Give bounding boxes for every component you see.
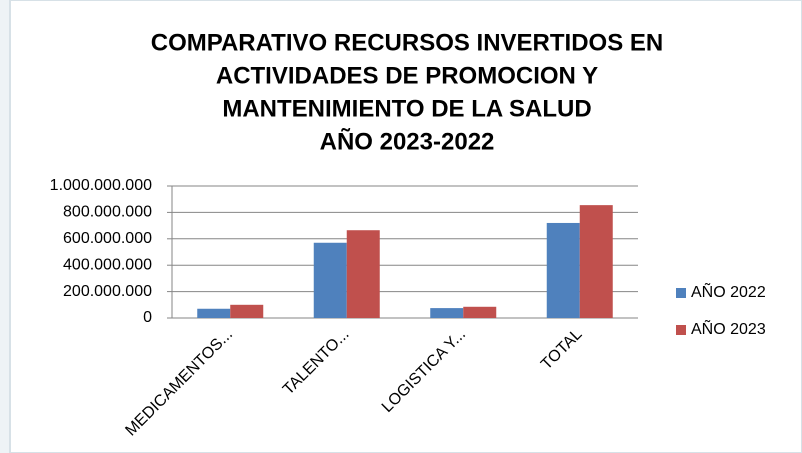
chart-title: COMPARATIVO RECURSOS INVERTIDOS EN — [151, 29, 663, 56]
legend-label: AÑO 2023 — [691, 318, 766, 338]
y-tick-label: 1.000.000.000 — [50, 177, 152, 194]
y-tick-label: 0 — [143, 309, 152, 326]
bar — [197, 308, 231, 318]
chart-frame — [9, 0, 802, 453]
y-tick-label: 400.000.000 — [63, 256, 152, 273]
bar — [230, 304, 264, 318]
chart-title: AÑO 2023-2022 — [320, 127, 495, 155]
bar — [579, 205, 613, 318]
chart-title: MANTENIMIENTO DE LA SALUD — [222, 95, 591, 122]
y-tick-label: 600.000.000 — [63, 230, 152, 247]
bar — [346, 230, 380, 318]
bar — [546, 222, 580, 318]
legend-swatch — [676, 288, 686, 298]
y-tick-label: 800.000.000 — [63, 204, 152, 221]
bar — [430, 308, 464, 318]
legend-swatch — [676, 325, 686, 335]
chart-title: ACTIVIDADES DE PROMOCION Y — [216, 62, 598, 89]
legend-label: AÑO 2022 — [691, 281, 766, 301]
y-tick-label: 200.000.000 — [63, 283, 152, 300]
bar — [463, 306, 497, 318]
bar — [313, 242, 347, 318]
